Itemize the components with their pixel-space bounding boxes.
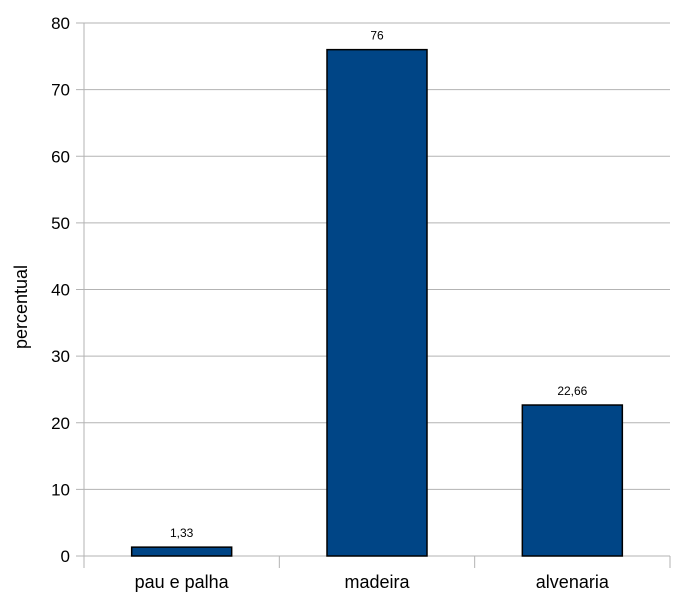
y-axis-title: percentual (11, 265, 31, 349)
y-tick-label: 20 (51, 414, 70, 433)
data-label: 1,33 (170, 526, 194, 540)
data-labels: 1,33 76 22,66 (170, 29, 588, 540)
data-label: 22,66 (557, 384, 587, 398)
y-tick-label: 40 (51, 281, 70, 300)
y-tick-label: 60 (51, 147, 70, 166)
y-tick-label: 80 (51, 14, 70, 33)
bars (130, 48, 624, 557)
y-tick-label: 50 (51, 214, 70, 233)
x-tick-label: pau e palha (135, 572, 230, 592)
y-tick-label: 0 (61, 547, 70, 566)
y-tick-label: 10 (51, 480, 70, 499)
x-tick-label: madeira (344, 572, 410, 592)
x-tick-labels: pau e palha madeira alvenaria (135, 572, 610, 592)
y-tick-labels: 0 10 20 30 40 50 60 70 80 (51, 14, 70, 566)
axes (76, 22, 671, 568)
y-tick-label: 70 (51, 81, 70, 100)
data-label: 76 (370, 29, 384, 43)
x-tick-label: alvenaria (536, 572, 610, 592)
bar-madeira (326, 48, 428, 557)
bar-pau-e-palha (130, 546, 233, 557)
bar-alvenaria (521, 404, 624, 557)
y-tick-label: 30 (51, 347, 70, 366)
